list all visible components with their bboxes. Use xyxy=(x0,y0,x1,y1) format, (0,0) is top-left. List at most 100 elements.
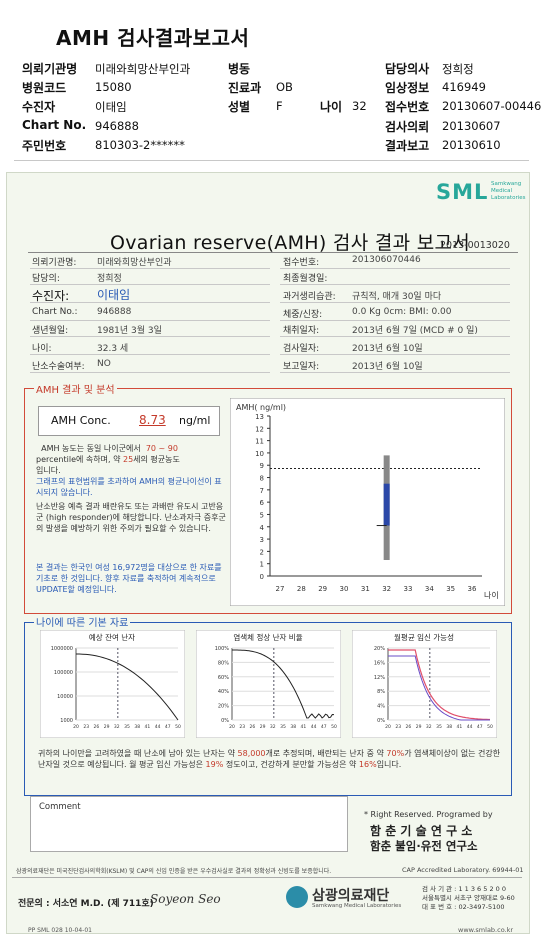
doctor-name: 전문의 : 서소연 M.D. (제 711호) xyxy=(18,899,154,909)
chart-frame xyxy=(230,398,505,606)
header-value: 이태임 xyxy=(95,100,127,114)
summary-normal-pct: 70% xyxy=(386,749,405,758)
y-tick-label: 7 xyxy=(260,487,264,495)
header-label: 담당의사 xyxy=(385,62,430,76)
chart-xlabel: 나이 xyxy=(484,590,499,600)
info-value: 2013년 6월 7일 (MCD # 0 일) xyxy=(352,326,478,336)
amh-section xyxy=(24,388,512,614)
info-label: Chart No.: xyxy=(32,307,78,317)
pregnancy-chance-chart: 월평균 임신 가능성 20% 16% 12% 8% 4% 0%20 23 26 29 32 35 38 4… xyxy=(352,630,497,738)
amh-analysis: AMH 농도는 동일 나이군에서 70 ~ 90 percentile에 속하며… xyxy=(36,443,226,595)
x-tick-label: 28 xyxy=(297,585,306,593)
summary-e: 정도이고, 건강하게 분만할 가능성은 약 xyxy=(225,760,357,769)
mini-y-tick-label: 100000 xyxy=(54,670,73,676)
info-label: 난소수술여부: xyxy=(32,362,85,372)
mini-x-tick-label: 38 xyxy=(290,724,296,730)
y-tick-label: 1 xyxy=(260,561,264,569)
info-value: 946888 xyxy=(97,307,132,317)
mini-x-tick-label: 26 xyxy=(250,724,256,730)
amh-text-1b: percentile에 속하며, 약 xyxy=(36,455,121,464)
y-tick-label: 6 xyxy=(260,499,265,507)
info-value: 이태임 xyxy=(97,288,131,302)
amh-text-1c: 세의 평균농도 xyxy=(133,455,180,464)
mini-x-tick-label: 44 xyxy=(155,724,161,730)
amh-text-3: 난소반응 예측 결과 배란유도 또는 과배란 유도시 고반응군 (high re… xyxy=(36,502,226,533)
contact-3: 대 표 번 호 : 02-3497-5100 xyxy=(422,903,505,911)
header-label: 병원코드 xyxy=(22,81,67,95)
info-value: 미래와희망산부인과 xyxy=(97,258,172,268)
mini-x-tick-label: 32 xyxy=(114,724,120,730)
mini-x-tick-label: 26 xyxy=(94,724,100,730)
x-tick-label: 31 xyxy=(361,585,370,593)
org-name-1: 함 춘 기 술 연 구 소 xyxy=(370,824,473,838)
header-value: 정희정 xyxy=(442,62,474,76)
mini-y-tick-label: 20% xyxy=(374,646,385,652)
x-tick-label: 32 xyxy=(382,585,391,593)
rights-text: * Right Reserved. Programed by xyxy=(364,810,493,819)
info-label: 최종월경일: xyxy=(283,274,328,284)
header-value: 946888 xyxy=(95,119,139,133)
summary-a: 귀하의 나이만을 고려하였을 때 난소에 남아 있는 난자는 약 xyxy=(38,749,235,758)
cert-text: 삼광의료재단은 미국진단검사의학회(KSLM) 및 CAP의 신임 인증을 받은… xyxy=(16,868,332,875)
info-value: 2013년 6월 10일 xyxy=(352,344,423,354)
age-value: 32 xyxy=(352,99,367,113)
amh-text-2: 그래프의 표현범위를 초과하여 AMH의 평균나이선이 표시되지 않습니다. xyxy=(36,477,222,497)
info-row-line xyxy=(30,302,270,303)
y-tick-label: 3 xyxy=(260,536,264,544)
info-label: 의뢰기관명: xyxy=(32,258,77,268)
info-row-line xyxy=(280,284,510,285)
mini-x-tick-label: 20 xyxy=(73,724,79,730)
mini-chart-title: 염색체 정상 난자 비율 xyxy=(233,632,302,642)
mini-y-tick-label: 10000 xyxy=(57,694,73,700)
amh-text-1d: 입니다. xyxy=(36,466,61,475)
summary-f: 입니다. xyxy=(376,760,402,769)
y-tick-label: 4 xyxy=(260,524,265,532)
info-row-line xyxy=(30,354,270,355)
mini-x-tick-label: 41 xyxy=(145,724,151,730)
summary-b: 개로 추정되며, 배란되는 난자 중 xyxy=(265,749,374,758)
header-value: 20130607-00446 xyxy=(442,99,542,113)
mini-y-tick-label: 12% xyxy=(374,675,385,681)
header-value: 20130610 xyxy=(442,138,501,152)
report-id: 2013-0013020 xyxy=(440,240,510,251)
info-row-line xyxy=(280,372,510,373)
y-tick-label: 9 xyxy=(260,462,264,470)
age-label: 나이 xyxy=(320,100,343,114)
title-divider xyxy=(28,252,518,253)
mini-x-tick-label: 35 xyxy=(280,724,286,730)
mini-x-tick-label: 20 xyxy=(229,724,235,730)
comment-label: Comment xyxy=(39,802,81,812)
y-tick-label: 5 xyxy=(260,511,264,519)
foundation-en: Samkwang Medical Laboratories xyxy=(312,903,402,909)
logo-sub-3: Laboratories xyxy=(491,195,526,201)
chart-ylabel: AMH( ng/ml) xyxy=(236,403,286,412)
mini-y-tick-label: 16% xyxy=(374,660,385,666)
mini-x-tick-label: 26 xyxy=(406,724,412,730)
footer-divider xyxy=(12,877,522,878)
mini-x-tick-label: 32 xyxy=(426,724,432,730)
info-row-line xyxy=(30,284,270,285)
header-label: 진료과 xyxy=(228,81,262,95)
header-label: 결과보고 xyxy=(385,139,430,153)
header-label: 의뢰기관명 xyxy=(22,62,78,76)
mini-x-tick-label: 23 xyxy=(395,724,401,730)
summary-eggs: 58,000 xyxy=(237,749,266,758)
mini-x-tick-label: 41 xyxy=(457,724,463,730)
mini-x-tick-label: 38 xyxy=(134,724,140,730)
x-tick-label: 29 xyxy=(318,585,327,593)
y-tick-label: 11 xyxy=(255,438,264,446)
mini-x-tick-label: 47 xyxy=(477,724,483,730)
amh-conc-value: 8.73 xyxy=(139,413,166,427)
logo-sub-1: Samkwang xyxy=(491,181,522,187)
mini-x-tick-label: 44 xyxy=(311,724,317,730)
mini-x-tick-label: 50 xyxy=(331,724,337,730)
mini-y-tick-label: 1000000 xyxy=(51,646,73,652)
summary-c: 약 xyxy=(376,749,384,758)
summary-birth-pct: 16% xyxy=(358,760,377,769)
amh-conc-box: AMH Conc. 8.73 ng/ml xyxy=(38,406,220,436)
info-value: 정희정 xyxy=(97,274,122,284)
doc-code: PP SML 028 10-04-01 xyxy=(28,927,92,934)
mini-x-tick-label: 35 xyxy=(436,724,442,730)
info-row-line xyxy=(30,336,270,337)
